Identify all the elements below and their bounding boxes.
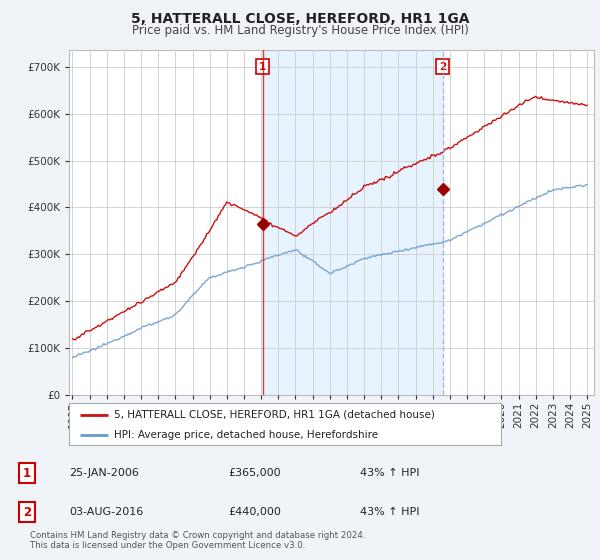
Text: 43% ↑ HPI: 43% ↑ HPI (360, 507, 419, 517)
Text: HPI: Average price, detached house, Herefordshire: HPI: Average price, detached house, Here… (115, 430, 379, 440)
Text: Contains HM Land Registry data © Crown copyright and database right 2024.
This d: Contains HM Land Registry data © Crown c… (30, 530, 365, 550)
Text: 03-AUG-2016: 03-AUG-2016 (69, 507, 143, 517)
Text: £365,000: £365,000 (228, 468, 281, 478)
Text: 1: 1 (23, 466, 31, 480)
Text: 25-JAN-2006: 25-JAN-2006 (69, 468, 139, 478)
Text: Price paid vs. HM Land Registry's House Price Index (HPI): Price paid vs. HM Land Registry's House … (131, 24, 469, 37)
Text: 43% ↑ HPI: 43% ↑ HPI (360, 468, 419, 478)
Text: 2: 2 (23, 506, 31, 519)
Text: 5, HATTERALL CLOSE, HEREFORD, HR1 1GA (detached house): 5, HATTERALL CLOSE, HEREFORD, HR1 1GA (d… (115, 410, 435, 420)
Text: 1: 1 (259, 62, 266, 72)
Text: 5, HATTERALL CLOSE, HEREFORD, HR1 1GA: 5, HATTERALL CLOSE, HEREFORD, HR1 1GA (131, 12, 469, 26)
Bar (263, 50, 443, 395)
Text: £440,000: £440,000 (228, 507, 281, 517)
Text: 2: 2 (439, 62, 446, 72)
